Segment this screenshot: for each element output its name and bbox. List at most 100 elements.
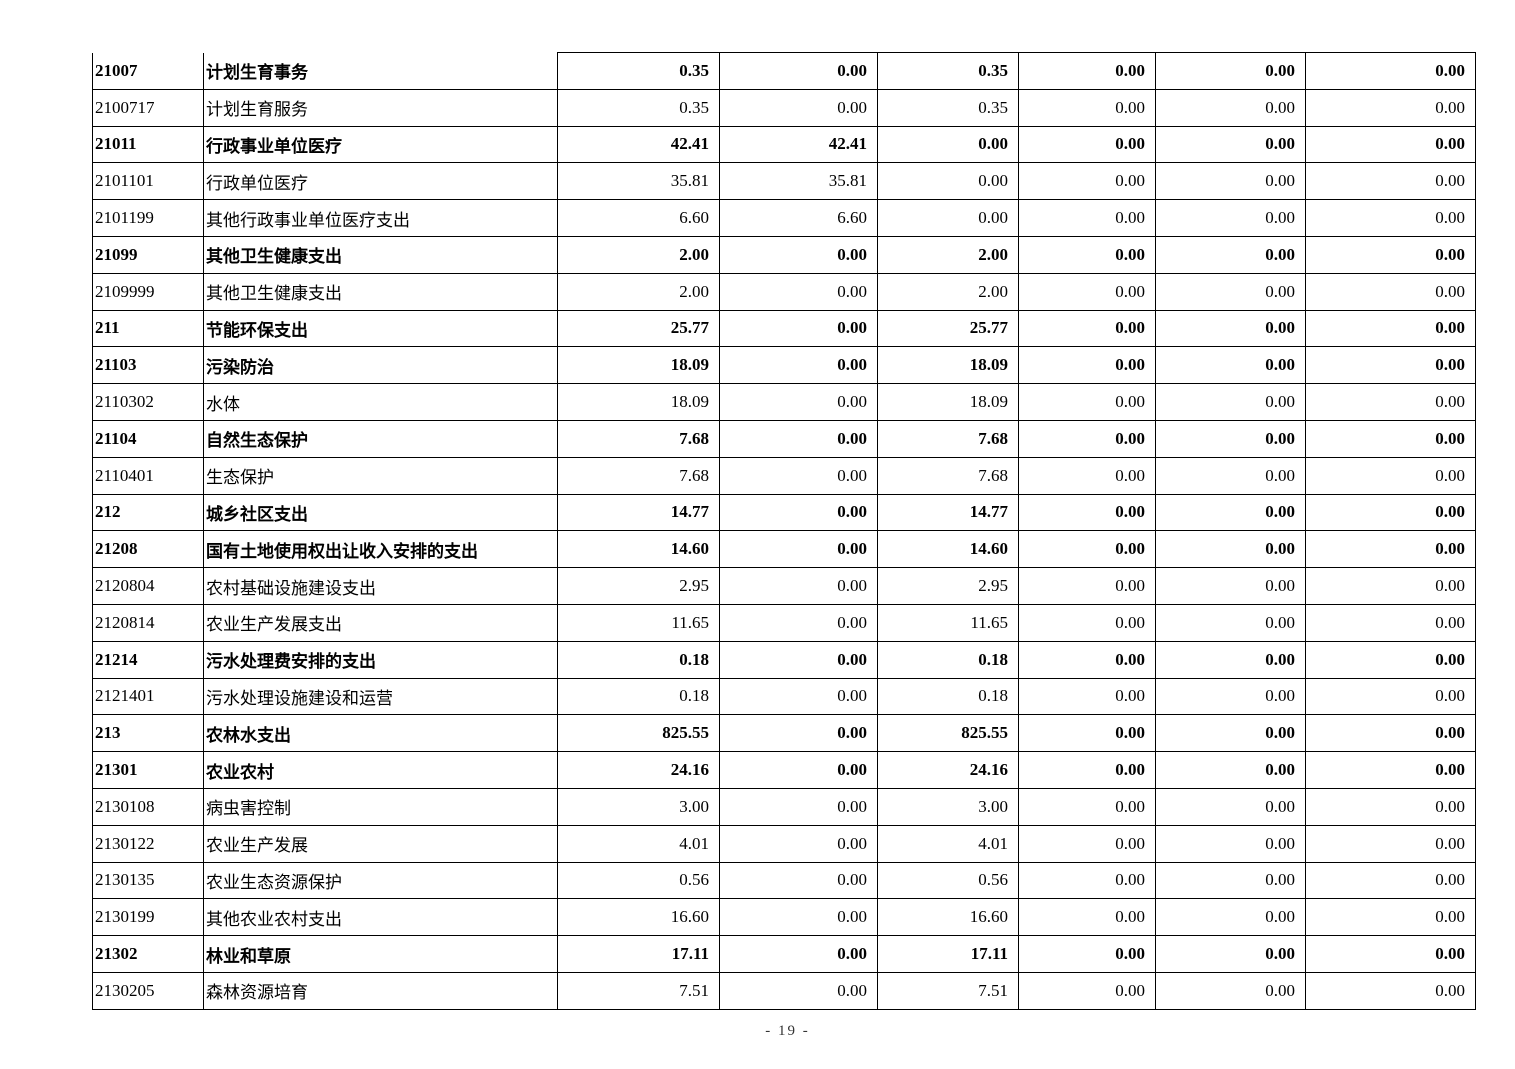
amount-cell: 6.60	[719, 199, 878, 237]
amount-cell: 0.35	[557, 52, 720, 90]
amount-cell: 3.00	[877, 787, 1019, 826]
amount-cell: 0.00	[1155, 714, 1306, 753]
amount-cell: 0.00	[1018, 935, 1156, 973]
amount-cell: 0.00	[719, 861, 878, 900]
amount-cell: 24.16	[557, 751, 720, 789]
amount-cell: 0.00	[1305, 751, 1476, 789]
table-row: 21301 农业农村 24.16 0.00 24.16 0.00 0.00 0.00	[92, 751, 1476, 789]
table-row: 2110401 生态保护 7.68 0.00 7.68 0.00 0.00 0.00	[92, 456, 1476, 495]
table-row: 2130122 农业生产发展 4.01 0.00 4.01 0.00 0.00 0.00	[92, 824, 1476, 863]
amount-cell: 0.56	[557, 861, 720, 900]
amount-cell: 0.00	[1155, 346, 1306, 385]
amount-cell: 0.00	[1018, 751, 1156, 789]
amount-cell: 0.00	[1018, 383, 1156, 421]
table-row: 21103 污染防治 18.09 0.00 18.09 0.00 0.00 0.00	[92, 346, 1476, 385]
amount-cell: 17.11	[557, 935, 720, 973]
table-row: 212 城乡社区支出 14.77 0.00 14.77 0.00 0.00 0.00	[92, 493, 1476, 532]
amount-cell: 0.00	[719, 309, 878, 348]
amount-cell: 14.60	[557, 530, 720, 569]
amount-cell: 0.18	[877, 677, 1019, 716]
amount-cell: 0.00	[1305, 640, 1476, 679]
amount-cell: 0.35	[877, 88, 1019, 127]
amount-cell: 0.00	[1155, 787, 1306, 826]
amount-cell: 0.00	[719, 751, 878, 789]
subject-code-cell: 21103	[92, 346, 204, 385]
amount-cell: 0.00	[1018, 677, 1156, 716]
amount-cell: 25.77	[877, 309, 1019, 348]
amount-cell: 0.00	[1155, 88, 1306, 127]
amount-cell: 0.00	[1305, 824, 1476, 863]
amount-cell: 0.00	[719, 677, 878, 716]
amount-cell: 0.00	[1018, 419, 1156, 458]
subject-code-cell: 2130199	[92, 898, 204, 937]
subject-code-cell: 2101101	[92, 162, 204, 201]
subject-code-cell: 213	[92, 714, 204, 753]
amount-cell: 35.81	[557, 162, 720, 201]
subject-name-cell: 水体	[203, 383, 558, 421]
amount-cell: 0.00	[1018, 898, 1156, 937]
table-row: 2110302 水体 18.09 0.00 18.09 0.00 0.00 0.00	[92, 383, 1476, 421]
subject-name-cell: 农业生产发展	[203, 824, 558, 863]
amount-cell: 0.00	[1018, 567, 1156, 605]
amount-cell: 0.00	[1305, 52, 1476, 90]
amount-cell: 0.00	[1305, 567, 1476, 605]
amount-cell: 0.00	[719, 419, 878, 458]
subject-code-cell: 2130205	[92, 971, 204, 1010]
amount-cell: 0.00	[719, 898, 878, 937]
amount-cell: 0.00	[719, 52, 878, 90]
table-row: 2101199 其他行政事业单位医疗支出 6.60 6.60 0.00 0.00 0.00 0…	[92, 199, 1476, 237]
amount-cell: 0.00	[1305, 971, 1476, 1010]
table-row: 21007 计划生育事务 0.35 0.00 0.35 0.00 0.00 0.00	[92, 52, 1476, 90]
amount-cell: 16.60	[557, 898, 720, 937]
subject-code-cell: 2110302	[92, 383, 204, 421]
table-row: 21302 林业和草原 17.11 0.00 17.11 0.00 0.00 0.00	[92, 935, 1476, 973]
amount-cell: 35.81	[719, 162, 878, 201]
amount-cell: 0.35	[557, 88, 720, 127]
amount-cell: 0.00	[1018, 272, 1156, 311]
subject-code-cell: 2100717	[92, 88, 204, 127]
amount-cell: 0.00	[1155, 861, 1306, 900]
subject-code-cell: 2130108	[92, 787, 204, 826]
amount-cell: 17.11	[877, 935, 1019, 973]
amount-cell: 0.00	[1018, 199, 1156, 237]
amount-cell: 0.00	[877, 125, 1019, 164]
amount-cell: 0.00	[719, 235, 878, 274]
amount-cell: 11.65	[877, 603, 1019, 642]
amount-cell: 0.00	[1305, 787, 1476, 826]
subject-name-cell: 污染防治	[203, 346, 558, 385]
amount-cell: 7.68	[557, 456, 720, 495]
table-row: 21214 污水处理费安排的支出 0.18 0.00 0.18 0.00 0.00 0.00	[92, 640, 1476, 679]
amount-cell: 2.95	[557, 567, 720, 605]
amount-cell: 0.00	[1155, 530, 1306, 569]
amount-cell: 0.00	[1155, 456, 1306, 495]
table-row: 2109999 其他卫生健康支出 2.00 0.00 2.00 0.00 0.00 0.00	[92, 272, 1476, 311]
amount-cell: 0.00	[1155, 751, 1306, 789]
amount-cell: 0.00	[1155, 52, 1306, 90]
amount-cell: 0.00	[1018, 640, 1156, 679]
amount-cell: 14.77	[557, 493, 720, 532]
table-row: 2130199 其他农业农村支出 16.60 0.00 16.60 0.00 0.00 0.0…	[92, 898, 1476, 937]
subject-code-cell: 2109999	[92, 272, 204, 311]
amount-cell: 0.00	[1305, 235, 1476, 274]
amount-cell: 7.68	[877, 419, 1019, 458]
table-row: 2120804 农村基础设施建设支出 2.95 0.00 2.95 0.00 0.00 0.0…	[92, 567, 1476, 605]
subject-name-cell: 农业生态资源保护	[203, 861, 558, 900]
amount-cell: 0.00	[1018, 456, 1156, 495]
subject-name-cell: 行政事业单位医疗	[203, 125, 558, 164]
amount-cell: 0.00	[1305, 493, 1476, 532]
amount-cell: 825.55	[557, 714, 720, 753]
table-row: 2130205 森林资源培育 7.51 0.00 7.51 0.00 0.00 0.00	[92, 971, 1476, 1010]
amount-cell: 0.00	[1305, 714, 1476, 753]
subject-name-cell: 农业农村	[203, 751, 558, 789]
table-row: 21099 其他卫生健康支出 2.00 0.00 2.00 0.00 0.00 0.00	[92, 235, 1476, 274]
subject-name-cell: 农林水支出	[203, 714, 558, 753]
amount-cell: 7.68	[557, 419, 720, 458]
amount-cell: 0.00	[1018, 52, 1156, 90]
amount-cell: 0.00	[1155, 419, 1306, 458]
amount-cell: 0.00	[719, 456, 878, 495]
amount-cell: 0.00	[1305, 272, 1476, 311]
amount-cell: 18.09	[557, 346, 720, 385]
amount-cell: 0.00	[1018, 714, 1156, 753]
amount-cell: 0.00	[719, 272, 878, 311]
amount-cell: 0.00	[719, 530, 878, 569]
